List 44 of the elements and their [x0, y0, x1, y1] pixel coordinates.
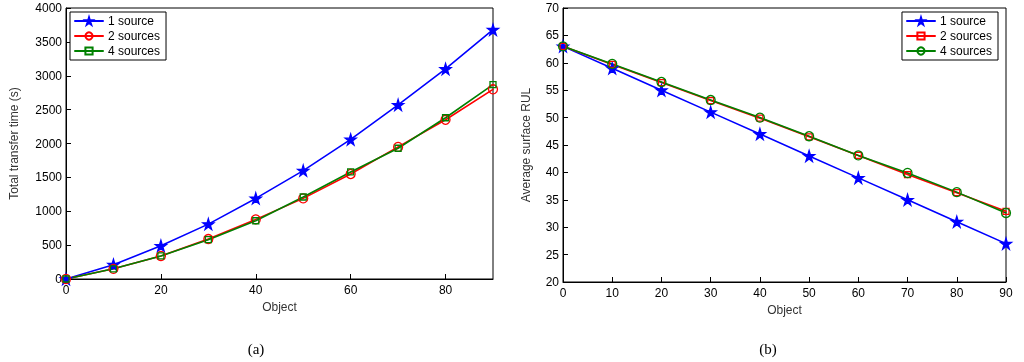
x-tick-label: 80 [438, 283, 453, 297]
x-tick-label: 50 [802, 286, 817, 300]
y-axis-title: Total transfer time (s) [7, 87, 21, 200]
x-tick-label: 20 [154, 283, 168, 297]
x-tick-label: 40 [753, 286, 767, 300]
y-tick-label: 1500 [35, 170, 63, 185]
y-tick-label: 65 [545, 28, 560, 43]
legend-label: 2 sources [108, 29, 161, 43]
x-tick-label: 60 [343, 283, 358, 297]
legend-label: 2 sources [939, 29, 993, 43]
legend-label: 1 source [108, 14, 155, 28]
legend-label: 4 sources [939, 44, 993, 58]
x-tick-label: 40 [249, 283, 263, 297]
y-tick-label: 25 [545, 247, 560, 262]
y-tick-label: 35 [545, 192, 560, 207]
y-tick-label: 1000 [35, 204, 63, 219]
x-tick-label: 30 [703, 286, 718, 300]
text: (b) [759, 340, 777, 358]
y-tick-label: 0 [55, 272, 63, 286]
y-tick-label: 4000 [35, 1, 63, 15]
x-tick-label: 20 [654, 286, 669, 300]
y-axis-title: Average surface RUL [519, 87, 533, 203]
x-tick-label: 10 [605, 286, 620, 300]
y-tick-label: 40 [545, 165, 560, 180]
x-tick-label: 60 [851, 286, 866, 300]
y-tick-label: 70 [545, 1, 560, 15]
y-tick-label: 2500 [35, 102, 63, 117]
y-tick-label: 45 [545, 138, 560, 152]
text: (a) [247, 340, 265, 358]
x-axis-title: Object [767, 303, 803, 317]
legend-label: 4 sources [108, 44, 161, 58]
y-tick-label: 500 [41, 238, 63, 253]
y-tick-label: 3500 [35, 34, 63, 49]
x-tick-label: 80 [950, 286, 964, 300]
y-tick-label: 50 [545, 110, 560, 125]
y-tick-label: 2000 [35, 136, 63, 151]
legend-label: 1 source [939, 14, 987, 28]
y-tick-label: 60 [545, 55, 560, 70]
x-axis-title: Object [262, 300, 298, 314]
y-tick-label: 3000 [35, 68, 63, 83]
y-tick-label: 30 [545, 220, 560, 235]
x-tick-label: 90 [999, 286, 1013, 300]
x-tick-label: 70 [900, 286, 915, 300]
y-tick-label: 55 [545, 83, 560, 98]
